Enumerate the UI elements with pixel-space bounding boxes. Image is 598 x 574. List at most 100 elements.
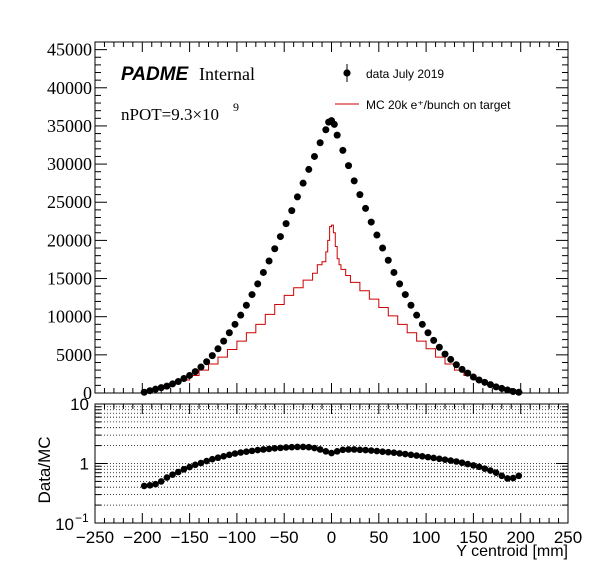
ratio-point xyxy=(362,446,369,454)
ratio-point xyxy=(504,475,511,482)
data-point xyxy=(333,131,341,139)
ratio-point xyxy=(214,454,222,462)
ratio-point xyxy=(396,450,403,457)
ratio-point xyxy=(453,458,460,465)
ratio-point xyxy=(146,482,154,489)
x-tick-label: 200 xyxy=(507,528,535,547)
data-series-layer xyxy=(140,117,523,396)
ratio-point xyxy=(163,474,171,481)
ratio-point xyxy=(384,448,392,456)
data-point xyxy=(214,345,222,353)
ratio-point xyxy=(447,457,454,464)
data-point xyxy=(362,204,370,212)
data-point xyxy=(379,244,387,252)
ratio-point xyxy=(345,446,352,453)
ratio-point xyxy=(157,478,165,485)
data-point xyxy=(299,179,307,187)
ratio-point xyxy=(379,448,386,455)
x-tick-label: 100 xyxy=(412,528,440,547)
data-point xyxy=(282,220,290,228)
main-y-tick-label: 0 xyxy=(83,383,92,403)
data-point xyxy=(396,280,404,288)
ratio-y-tick-label: 10 xyxy=(70,395,89,414)
ratio-point xyxy=(294,443,301,451)
data-point xyxy=(339,146,347,154)
data-point xyxy=(373,231,381,239)
ratio-point xyxy=(390,449,398,456)
data-point xyxy=(418,320,426,328)
main-y-tick-label: 5000 xyxy=(56,345,92,365)
data-point xyxy=(401,291,409,299)
ratio-point xyxy=(515,472,523,480)
data-point xyxy=(356,191,364,199)
npot-exponent: 9 xyxy=(233,100,239,114)
ratio-point xyxy=(481,465,489,472)
data-point xyxy=(503,386,511,394)
data-point xyxy=(220,337,228,345)
ratio-point xyxy=(464,460,472,468)
data-point xyxy=(390,268,398,276)
ratio-point xyxy=(475,463,483,471)
ratio-point xyxy=(487,467,494,474)
x-tick-label: 150 xyxy=(459,528,487,547)
ratio-point xyxy=(373,447,381,455)
data-point xyxy=(288,207,296,215)
npot-label: nPOT=9.3×10 xyxy=(121,105,219,124)
ratio-y-axis-title: Data/MC xyxy=(35,436,54,503)
data-point xyxy=(197,363,205,371)
ratio-point xyxy=(316,446,324,453)
data-point xyxy=(492,383,500,391)
ratio-point xyxy=(509,474,517,482)
mc-histogram-line xyxy=(141,224,523,393)
data-point xyxy=(305,165,313,173)
ratio-point xyxy=(237,449,244,456)
data-point xyxy=(458,365,466,373)
x-tick-label: −200 xyxy=(123,528,161,547)
main-y-tick-label: 25000 xyxy=(47,192,92,212)
ratio-point xyxy=(288,443,296,451)
data-point xyxy=(203,358,211,366)
ratio-point xyxy=(254,446,262,454)
data-point xyxy=(242,301,250,309)
x-tick-label: −100 xyxy=(218,528,256,547)
data-point xyxy=(237,311,245,319)
data-point xyxy=(481,378,489,386)
data-point xyxy=(231,320,239,328)
main-y-tick-label: 30000 xyxy=(47,154,92,174)
data-point xyxy=(254,280,262,288)
main-y-tick-label: 15000 xyxy=(47,269,92,289)
data-point xyxy=(248,291,256,299)
ratio-point xyxy=(260,446,267,453)
ratio-point xyxy=(413,452,420,459)
ratio-point xyxy=(209,455,216,463)
data-point xyxy=(146,387,154,395)
main-axis-ticks: 0 5000 10000 15000 20000 25000 30000 35000 40000… xyxy=(47,40,569,403)
x-tick-label: 50 xyxy=(369,528,388,547)
data-point xyxy=(163,382,171,390)
ratio-point xyxy=(191,461,199,469)
data-point xyxy=(407,301,415,309)
data-point xyxy=(186,371,194,379)
legend-label-data: data July 2019 xyxy=(366,67,444,81)
data-point xyxy=(310,152,318,160)
ratio-point xyxy=(271,445,279,452)
mc-series-layer xyxy=(141,224,523,393)
data-point xyxy=(441,350,449,358)
ratio-point xyxy=(305,443,313,451)
ratio-point xyxy=(180,465,188,473)
data-point xyxy=(464,369,472,377)
data-point xyxy=(515,388,523,396)
ratio-point xyxy=(311,444,318,452)
x-axis-title: Y centroid [mm] xyxy=(456,543,568,560)
data-point xyxy=(322,126,330,134)
ratio-point xyxy=(436,455,443,463)
data-point xyxy=(271,245,279,253)
ratio-point xyxy=(299,443,307,451)
ratio-point xyxy=(458,459,466,467)
ratio-point xyxy=(424,453,432,461)
ratio-point xyxy=(356,446,364,454)
x-tick-label: −50 xyxy=(270,528,299,547)
data-point xyxy=(330,120,338,128)
